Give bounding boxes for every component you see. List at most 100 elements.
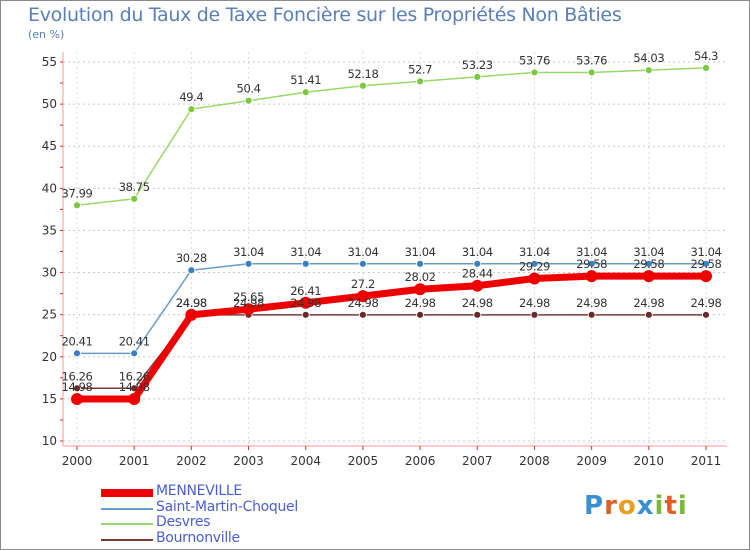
data-label: 24.98	[519, 296, 550, 310]
data-point	[700, 270, 712, 283]
data-label: 24.98	[233, 296, 264, 310]
data-label: 52.7	[408, 62, 432, 76]
data-label: 31.04	[576, 245, 607, 259]
logo-letter: t	[664, 491, 678, 521]
data-point	[244, 96, 253, 105]
x-tick-label: 2009	[576, 454, 607, 468]
data-label: 31.04	[290, 245, 321, 259]
legend-item-desvres: Desvres	[101, 514, 401, 532]
data-point	[528, 272, 541, 285]
data-label: 52.18	[347, 67, 378, 81]
legend-label-menneville: MENNEVILLE	[156, 483, 242, 499]
data-point	[73, 349, 81, 358]
data-point	[702, 63, 710, 72]
logo-letter: x	[636, 491, 655, 521]
data-point	[73, 384, 81, 393]
y-tick-label: 55	[42, 55, 57, 69]
data-point	[587, 259, 596, 268]
logo-letter: o	[617, 491, 637, 521]
data-label: 53.23	[462, 58, 493, 72]
y-tick-label: 30	[42, 266, 57, 280]
data-label: 31.04	[347, 245, 378, 259]
series-line-bournonville	[77, 314, 706, 390]
data-point	[185, 308, 198, 321]
data-point	[359, 259, 367, 268]
data-point	[301, 259, 310, 268]
y-tick-label: 50	[42, 97, 57, 111]
data-label: 24.98	[576, 296, 607, 310]
data-label: 20.41	[119, 334, 150, 348]
data-point	[644, 310, 653, 319]
legend-swatch-saint-martin-choquel	[101, 507, 153, 510]
data-label: 37.99	[62, 186, 93, 200]
data-label: 31.04	[519, 245, 550, 259]
y-tick-label: 35	[42, 223, 57, 237]
data-label: 51.41	[290, 73, 321, 87]
data-label: 16.26	[119, 369, 150, 383]
series-line-desvres	[76, 67, 707, 207]
data-label: 27.2	[351, 277, 375, 291]
x-tick-label: 2001	[119, 454, 150, 468]
data-label: 14.98	[119, 380, 150, 394]
y-tick-label: 15	[42, 392, 57, 406]
data-label: 31.04	[633, 245, 664, 259]
data-label: 31.04	[405, 245, 436, 259]
y-tick-label: 25	[42, 308, 57, 322]
data-point	[471, 279, 484, 292]
data-label: 31.04	[233, 245, 264, 259]
legend-item-menneville: MENNEVILLE	[101, 483, 401, 501]
data-point	[416, 77, 424, 86]
data-label: 24.98	[691, 296, 722, 310]
data-label: 29.58	[633, 257, 664, 271]
legend-label-desvres: Desvres	[156, 514, 211, 530]
data-label: 14.98	[62, 380, 93, 394]
data-point	[416, 259, 424, 268]
legend-label-bournonville: Bournonville	[156, 529, 240, 546]
data-point	[416, 310, 424, 319]
x-tick-label: 2008	[519, 454, 550, 468]
x-tick-label: 2011	[691, 454, 722, 468]
data-point	[642, 270, 655, 283]
x-tick-label: 2007	[462, 454, 493, 468]
data-point	[301, 310, 310, 319]
logo-letter: r	[604, 491, 618, 521]
data-label: 54.3	[694, 49, 718, 63]
data-point	[128, 393, 141, 406]
data-point	[356, 290, 369, 303]
logo-letter: P	[584, 491, 605, 521]
data-point	[187, 266, 196, 275]
x-tick-label: 2005	[348, 454, 379, 468]
data-point	[414, 283, 427, 296]
data-label: 20.41	[62, 334, 93, 348]
data-label: 53.76	[519, 53, 550, 67]
x-tick-label: 2000	[62, 454, 93, 468]
data-point	[702, 259, 710, 268]
data-label: 24.98	[405, 296, 436, 310]
data-label: 24.98	[176, 296, 207, 310]
data-label: 24.98	[290, 296, 321, 310]
data-point	[301, 88, 310, 97]
legend-swatch-bournonville	[101, 538, 153, 541]
data-point	[359, 310, 367, 319]
data-label: 31.04	[462, 245, 493, 259]
x-tick-label: 2003	[233, 454, 264, 468]
data-point	[587, 68, 596, 77]
data-label: 28.02	[405, 270, 436, 284]
data-point	[130, 194, 139, 203]
data-point	[244, 259, 253, 268]
x-tick-label: 2004	[290, 454, 321, 468]
proxiti-logo: Proxiti	[584, 491, 688, 521]
legend-label-saint-martin-choquel: Saint-Martin-Choquel	[156, 498, 298, 515]
chart-legend: MENNEVILLE Saint-Martin-Choquel Desvres …	[101, 483, 401, 548]
legend-item-bournonville: Bournonville	[101, 529, 401, 548]
y-tick-label: 10	[42, 434, 57, 448]
data-label: 24.98	[347, 296, 378, 310]
data-point	[473, 73, 482, 81]
data-point	[73, 201, 81, 210]
data-point	[530, 68, 539, 77]
data-label: 25.65	[233, 290, 264, 304]
data-point	[473, 310, 482, 319]
data-point	[587, 310, 596, 319]
